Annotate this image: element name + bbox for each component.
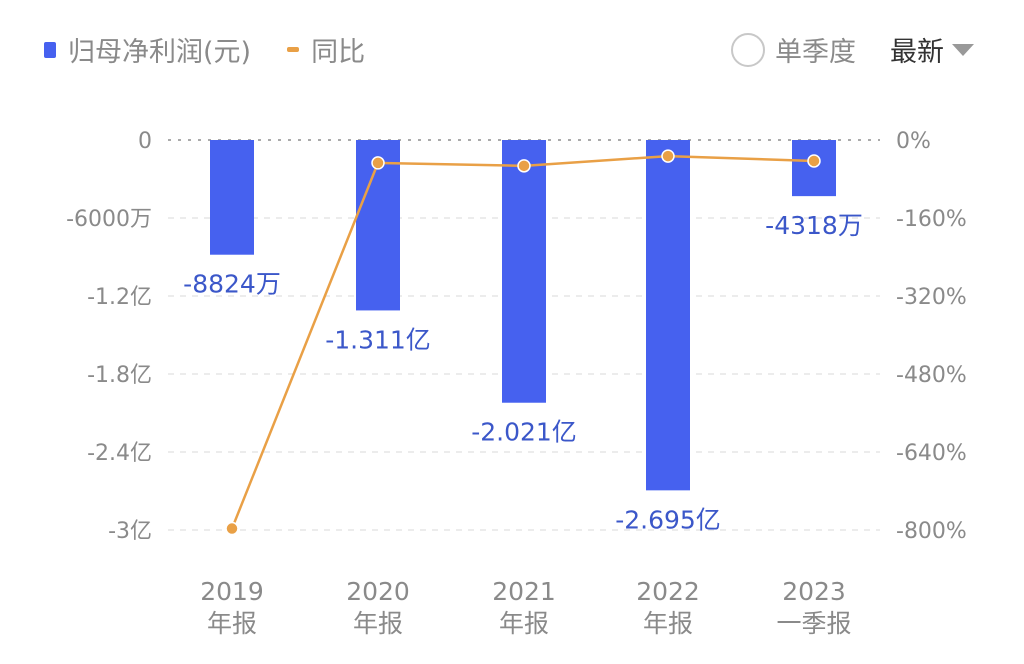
bar-value-label: -1.311亿 [325, 325, 431, 354]
right-tick-label: 0% [896, 129, 931, 154]
x-tick-report: 年报 [643, 609, 693, 638]
right-tick-label: -480% [896, 363, 967, 388]
bar-value-label: -8824万 [183, 270, 281, 299]
x-tick-report: 一季报 [776, 609, 851, 638]
left-tick-label: -1.8亿 [87, 363, 152, 388]
x-tick-report: 年报 [207, 609, 257, 638]
left-tick-label: 0 [138, 129, 152, 154]
left-tick-label: -1.2亿 [87, 285, 152, 310]
single-quarter-label[interactable]: 单季度 [775, 37, 856, 68]
right-tick-label: -160% [896, 207, 967, 232]
right-tick-label: -800% [896, 519, 967, 544]
x-tick-report: 年报 [353, 609, 403, 638]
caret-down-icon[interactable] [952, 43, 974, 56]
x-tick-year: 2020 [346, 577, 410, 606]
bar [502, 140, 546, 403]
bar-value-label: -2.695亿 [615, 505, 721, 534]
line-legend-swatch [287, 47, 300, 52]
line-legend-label: 同比 [311, 37, 366, 68]
bar [210, 140, 254, 255]
left-tick-label: -3亿 [108, 519, 152, 544]
single-quarter-radio[interactable] [731, 32, 765, 67]
bar-value-label: -4318万 [765, 211, 863, 240]
bar-value-label: -2.021亿 [471, 418, 577, 447]
yoy-point [225, 521, 239, 536]
bar [646, 140, 690, 491]
x-tick-year: 2021 [492, 577, 556, 606]
chart-controls: 单季度 最新 [731, 30, 974, 69]
left-tick-label: -2.4亿 [87, 441, 152, 466]
bar-legend-swatch [44, 41, 56, 58]
latest-dropdown[interactable]: 最新 [890, 37, 944, 68]
yoy-point [517, 159, 531, 173]
right-tick-label: -320% [896, 285, 967, 310]
x-tick-year: 2022 [636, 577, 700, 606]
yoy-point [807, 154, 821, 168]
left-tick-label: -6000万 [66, 207, 152, 232]
x-tick-year: 2023 [782, 577, 846, 606]
bar [792, 140, 836, 197]
legend: 归母净利润(元) 同比 [44, 30, 365, 69]
right-tick-label: -640% [896, 441, 967, 466]
yoy-point [661, 149, 675, 163]
x-tick-year: 2019 [200, 577, 264, 606]
x-tick-report: 年报 [499, 609, 549, 638]
bar-legend-label: 归母净利润(元) [68, 37, 252, 68]
yoy-point [371, 156, 385, 170]
